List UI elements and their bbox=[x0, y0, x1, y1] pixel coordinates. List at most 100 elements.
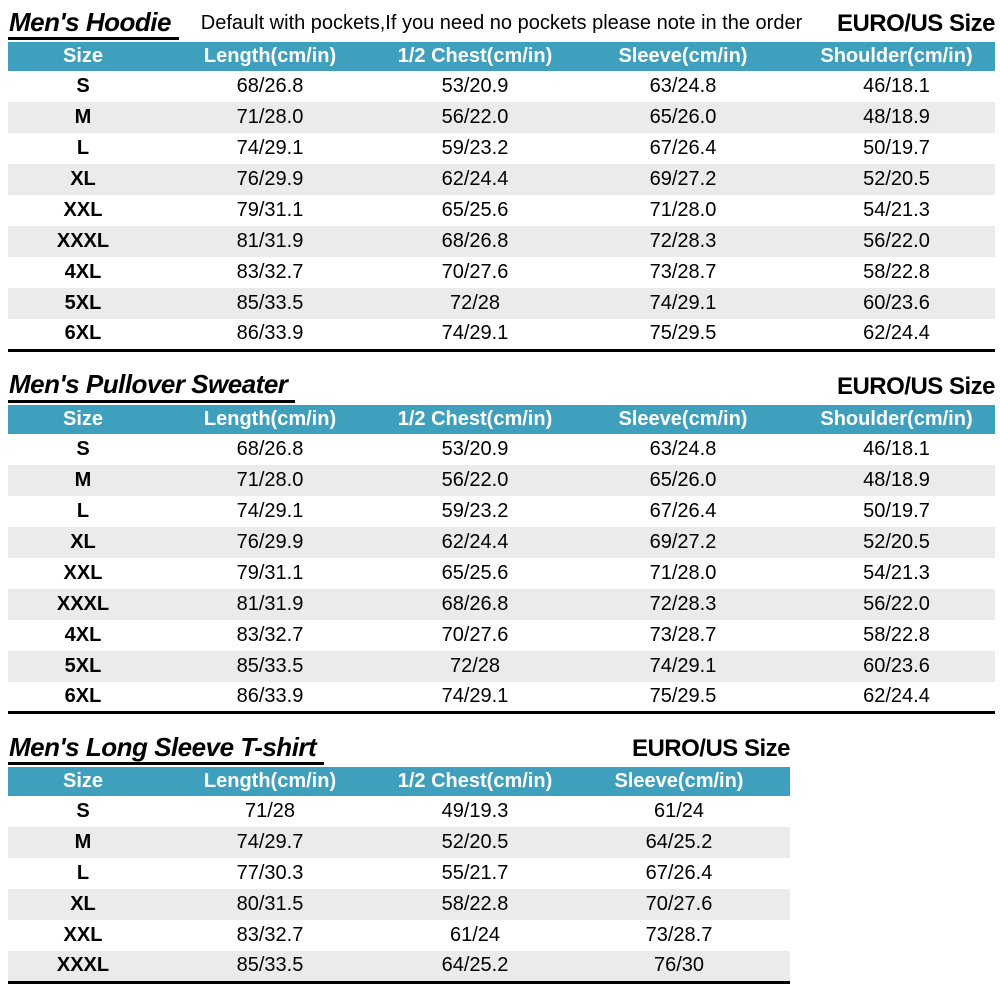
table-row: 6XL 86/33.9 74/29.1 75/29.5 62/24.4 bbox=[8, 682, 995, 713]
measurement-cell: 68/26.8 bbox=[382, 226, 568, 257]
measurement-cell: 65/26.0 bbox=[568, 102, 798, 133]
measurement-cell: 53/20.9 bbox=[441, 75, 509, 97]
table-row: M 71/28.0 56/22.0 65/26.0 48/18.9 bbox=[8, 102, 995, 133]
size-cell: 4XL bbox=[64, 623, 102, 646]
measurement-cell: 83/32.7 bbox=[236, 261, 304, 283]
measurement-cell: 85/33.5 bbox=[158, 650, 382, 682]
size-cell: XL bbox=[8, 526, 158, 558]
measurement-cell: 68/26.8 bbox=[382, 588, 568, 620]
size-table-sweater: Size Length(cm/in) 1/2 Chest(cm/in) Sleeve(… bbox=[8, 404, 995, 714]
measurement-cell: 56/22.0 bbox=[798, 588, 995, 620]
size-cell: XXL bbox=[63, 924, 103, 946]
measurement-cell: 63/24.8 bbox=[649, 75, 717, 97]
measurement-cell: 72/28.3 bbox=[568, 588, 798, 620]
size-cell: 5XL bbox=[8, 650, 158, 682]
table-row: 5XL 85/33.5 72/28 74/29.1 60/23.6 bbox=[8, 650, 995, 682]
measurement-cell: 71/28 bbox=[244, 800, 296, 822]
size-cell: XXXL bbox=[8, 588, 158, 620]
size-cell: L bbox=[76, 862, 90, 884]
chart-title-sweater: Men's Pullover Sweater bbox=[8, 370, 296, 403]
size-table-hoodie: Size Length(cm/in) 1/2 Chest(cm/in) Sleeve(… bbox=[8, 42, 995, 352]
measurement-cell: 68/26.8 bbox=[236, 75, 304, 97]
measurement-cell: 65/26.0 bbox=[568, 464, 798, 496]
size-cell: XL bbox=[8, 164, 158, 195]
measurement-cell: 67/26.4 bbox=[645, 862, 713, 884]
column-header: Shoulder(cm/in) bbox=[798, 404, 995, 434]
size-cell: L bbox=[76, 499, 90, 522]
measurement-cell: 52/20.5 bbox=[798, 164, 995, 195]
measurement-cell: 59/23.2 bbox=[441, 499, 509, 522]
measurement-cell: 62/24.4 bbox=[382, 526, 568, 558]
measurement-cell: 52/20.5 bbox=[382, 827, 568, 858]
measurement-cell: 81/31.9 bbox=[158, 226, 382, 257]
region-size-label-hoodie: EURO/US Size bbox=[836, 10, 996, 37]
measurement-cell: 68/26.8 bbox=[236, 437, 304, 460]
measurement-cell: 73/28.7 bbox=[645, 924, 713, 946]
table-row: 6XL 86/33.9 74/29.1 75/29.5 62/24.4 bbox=[8, 319, 995, 350]
table-row: S 71/28 49/19.3 61/24 bbox=[8, 796, 790, 827]
measurement-cell: 74/29.1 bbox=[236, 499, 304, 522]
column-header: Sleeve(cm/in) bbox=[568, 767, 790, 796]
size-chart-mens-hoodie: Men's Hoodie Default with pockets,If you… bbox=[8, 0, 996, 352]
chart-header-sweater: Men's Pullover Sweater EURO/US Size bbox=[8, 369, 996, 405]
measurement-cell: 70/27.6 bbox=[568, 889, 790, 920]
measurement-cell: 75/29.5 bbox=[649, 322, 717, 345]
measurement-cell: 81/31.9 bbox=[158, 588, 382, 620]
measurement-cell: 55/21.7 bbox=[441, 862, 509, 884]
column-header: 1/2 Chest(cm/in) bbox=[382, 404, 568, 434]
measurement-cell: 86/33.9 bbox=[236, 322, 304, 345]
measurement-cell: 49/19.3 bbox=[441, 800, 509, 822]
size-cell: XXL bbox=[63, 199, 103, 221]
header-row: Size Length(cm/in) 1/2 Chest(cm/in) Sleeve(… bbox=[8, 404, 995, 434]
table-row: XXL 79/31.1 65/25.6 71/28.0 54/21.3 bbox=[8, 558, 995, 589]
measurement-cell: 62/24.4 bbox=[382, 164, 568, 195]
measurement-cell: 74/29.1 bbox=[441, 322, 509, 345]
header-row: Size Length(cm/in) 1/2 Chest(cm/in) Sleeve(… bbox=[8, 767, 790, 796]
table-row: XXXL 81/31.9 68/26.8 72/28.3 56/22.0 bbox=[8, 588, 995, 620]
size-cell: XXXL bbox=[8, 951, 158, 982]
column-header: Size bbox=[8, 42, 158, 71]
table-row: XXL 79/31.1 65/25.6 71/28.0 54/21.3 bbox=[8, 195, 995, 226]
measurement-cell: 59/23.2 bbox=[441, 137, 509, 159]
measurement-cell: 74/29.1 bbox=[568, 650, 798, 682]
size-cell: XXXL bbox=[8, 226, 158, 257]
chart-header-hoodie: Men's Hoodie Default with pockets,If you… bbox=[8, 6, 996, 42]
measurement-cell: 46/18.1 bbox=[863, 75, 930, 97]
measurement-cell: 64/25.2 bbox=[568, 827, 790, 858]
measurement-cell: 62/24.4 bbox=[863, 684, 930, 707]
measurement-cell: 54/21.3 bbox=[863, 561, 930, 584]
region-size-label-tshirt: EURO/US Size bbox=[631, 735, 791, 762]
measurement-cell: 74/29.1 bbox=[441, 684, 509, 707]
column-header: Length(cm/in) bbox=[158, 404, 382, 434]
measurement-cell: 75/29.5 bbox=[649, 684, 717, 707]
measurement-cell: 48/18.9 bbox=[798, 102, 995, 133]
header-row: Size Length(cm/in) 1/2 Chest(cm/in) Sleeve(… bbox=[8, 42, 995, 71]
measurement-cell: 60/23.6 bbox=[798, 650, 995, 682]
measurement-cell: 64/25.2 bbox=[382, 951, 568, 982]
measurement-cell: 71/28.0 bbox=[158, 102, 382, 133]
size-cell: M bbox=[8, 827, 158, 858]
size-cell: M bbox=[8, 102, 158, 133]
table-row: L 77/30.3 55/21.7 67/26.4 bbox=[8, 858, 790, 889]
table-row: XXXL 85/33.5 64/25.2 76/30 bbox=[8, 951, 790, 982]
size-cell: XL bbox=[8, 889, 158, 920]
measurement-cell: 50/19.7 bbox=[863, 499, 930, 522]
measurement-cell: 83/32.7 bbox=[236, 924, 304, 946]
table-row: XL 76/29.9 62/24.4 69/27.2 52/20.5 bbox=[8, 164, 995, 195]
table-row: XXXL 81/31.9 68/26.8 72/28.3 56/22.0 bbox=[8, 226, 995, 257]
chart-title-hoodie: Men's Hoodie bbox=[8, 8, 179, 40]
measurement-cell: 65/25.6 bbox=[441, 199, 509, 221]
chart-title-tshirt: Men's Long Sleeve T-shirt bbox=[8, 733, 325, 765]
measurement-cell: 85/33.5 bbox=[158, 288, 382, 319]
measurement-cell: 60/23.6 bbox=[798, 288, 995, 319]
table-row: S 68/26.8 53/20.9 63/24.8 46/18.1 bbox=[8, 71, 995, 102]
measurement-cell: 56/22.0 bbox=[798, 226, 995, 257]
measurement-cell: 50/19.7 bbox=[863, 137, 930, 159]
measurement-cell: 48/18.9 bbox=[798, 464, 995, 496]
column-header: 1/2 Chest(cm/in) bbox=[382, 42, 568, 71]
size-chart-mens-pullover-sweater: Men's Pullover Sweater EURO/US Size Size… bbox=[8, 369, 996, 714]
measurement-cell: 62/24.4 bbox=[863, 322, 930, 345]
table-row: XL 80/31.5 58/22.8 70/27.6 bbox=[8, 889, 790, 920]
measurement-cell: 76/29.9 bbox=[158, 526, 382, 558]
size-cell: L bbox=[76, 137, 90, 159]
